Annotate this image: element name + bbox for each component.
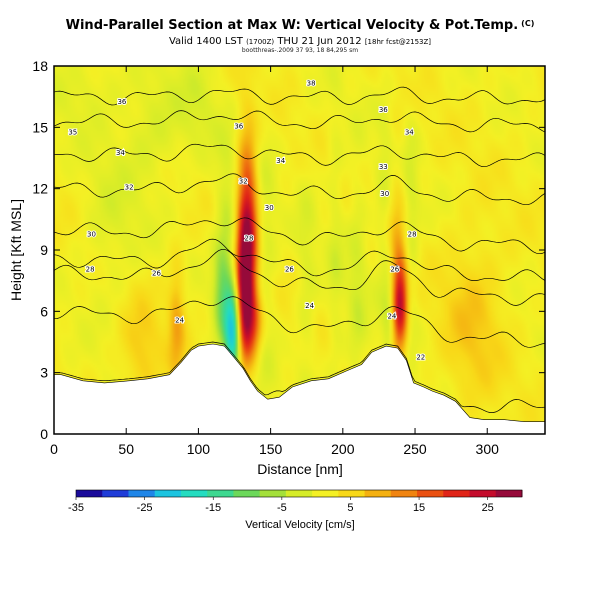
y-tick-label: 3 bbox=[40, 365, 48, 381]
terrain-mask bbox=[54, 343, 545, 434]
pot-temp-contour-28 bbox=[54, 238, 545, 281]
y-tick-label: 15 bbox=[32, 119, 48, 135]
contour-label: 34 bbox=[405, 128, 414, 136]
contour-label: 34 bbox=[116, 149, 125, 157]
colorbar-tick-label: -25 bbox=[137, 502, 153, 514]
small-print: bootthreas-.2009 37 93, 18 84,295 sm bbox=[241, 47, 359, 54]
colorbar-label: Vertical Velocity [cm/s] bbox=[245, 519, 354, 531]
valid-time-line: Valid 1400 LST (1700Z) THU 21 Jun 2012 [… bbox=[0, 36, 600, 47]
colorbar-swatch bbox=[469, 490, 497, 497]
contour-label: 28 bbox=[408, 231, 417, 239]
contour-label: 30 bbox=[87, 231, 96, 239]
contour-label: 26 bbox=[390, 265, 399, 273]
colorbar-swatch bbox=[76, 490, 103, 497]
pot-temp-contour-30 bbox=[54, 217, 545, 255]
colorbar-swatch bbox=[312, 490, 339, 497]
y-tick-label: 0 bbox=[40, 426, 48, 442]
colorbar-frame bbox=[75, 489, 523, 498]
pot-temp-contour-36 bbox=[54, 110, 545, 133]
pot-temp-contour-22 bbox=[54, 341, 545, 413]
contour-label: 28 bbox=[86, 265, 95, 273]
y-tick-label: 9 bbox=[40, 242, 48, 258]
colorbar-swatch bbox=[233, 490, 261, 497]
contour-label: 22 bbox=[416, 353, 425, 361]
colorbar-swatch bbox=[364, 490, 392, 497]
x-axis: 0 50 100 150 200 250 300 bbox=[50, 66, 499, 457]
valid-date: THU 21 Jun 2012 bbox=[277, 36, 362, 47]
colorbar-tick-label: -5 bbox=[277, 502, 287, 514]
contour-label: 30 bbox=[265, 204, 274, 212]
x-tick-label: 200 bbox=[331, 441, 355, 457]
y-tick-label: 12 bbox=[32, 181, 48, 197]
contour-label: 24 bbox=[387, 312, 396, 320]
potential-temperature-contours bbox=[54, 86, 545, 413]
contour-label: 26 bbox=[285, 265, 294, 273]
contour-label: 24 bbox=[175, 317, 184, 325]
colorbar-swatch bbox=[128, 490, 156, 497]
y-tick-label: 6 bbox=[40, 303, 48, 319]
x-tick-label: 100 bbox=[187, 441, 211, 457]
colorbar-swatch bbox=[102, 490, 129, 497]
chart-title-text: Wind-Parallel Section at Max W: Vertical… bbox=[65, 18, 519, 33]
pot-temp-contour-38 bbox=[54, 86, 545, 106]
x-tick-label: 50 bbox=[118, 441, 134, 457]
colorbar-swatch bbox=[180, 490, 208, 497]
forecast-info: [18hr fcst@2153Z] bbox=[364, 38, 432, 46]
chart-title: Wind-Parallel Section at Max W: Vertical… bbox=[0, 18, 600, 33]
contour-label: 24 bbox=[305, 302, 314, 310]
contour-label: 26 bbox=[152, 270, 161, 278]
colorbar-tick-label: -15 bbox=[205, 502, 221, 514]
y-tick-label: 18 bbox=[32, 58, 48, 74]
x-tick-label: 300 bbox=[476, 441, 500, 457]
x-axis-label: Distance [nm] bbox=[257, 461, 343, 477]
colorbar-swatch bbox=[338, 490, 366, 497]
valid-time: Valid 1400 LST bbox=[168, 36, 243, 47]
contour-label: 36 bbox=[117, 98, 126, 106]
contour-label: 36 bbox=[234, 122, 243, 130]
colorbar-tick-label: 15 bbox=[413, 502, 425, 514]
colorbar-swatch bbox=[154, 490, 182, 497]
contour-label: 32 bbox=[239, 178, 248, 186]
colorbar-swatch bbox=[259, 490, 287, 497]
colorbar-swatch bbox=[285, 490, 313, 497]
contour-label: 35 bbox=[68, 128, 77, 136]
valid-time-utc: (1700Z) bbox=[246, 38, 275, 46]
vertical-velocity-field bbox=[54, 66, 545, 434]
x-tick-label: 150 bbox=[259, 441, 283, 457]
x-tick-label: 0 bbox=[50, 441, 58, 457]
colorbar-tick-label: 5 bbox=[347, 502, 353, 514]
colorbar-tick-label: 25 bbox=[482, 502, 494, 514]
colorbar-swatch bbox=[390, 490, 418, 497]
colorbar-swatch bbox=[495, 490, 523, 497]
contour-label: 30 bbox=[380, 190, 389, 198]
y-axis-label: Height [Kft MSL] bbox=[8, 199, 24, 301]
colorbar-tick-label: -35 bbox=[68, 502, 84, 514]
contour-label: 38 bbox=[307, 79, 316, 87]
copyright-mark: (C) bbox=[521, 19, 535, 28]
colorbar: -35 -25 -15 -5 5 15 25 bbox=[68, 489, 523, 514]
pot-temp-contour-24 bbox=[54, 296, 545, 348]
contour-label: 36 bbox=[379, 106, 388, 114]
contour-labels: 38 36 36 36 35 34 34 34 33 32 32 30 30 30 28 28 28 26 26 26… bbox=[67, 78, 426, 362]
colorbar-swatch bbox=[443, 490, 471, 497]
contour-label: 34 bbox=[276, 157, 285, 165]
x-tick-label: 250 bbox=[403, 441, 427, 457]
colorbar-swatch bbox=[207, 490, 234, 497]
contour-label: 32 bbox=[125, 184, 134, 192]
pot-temp-contour-34 bbox=[54, 143, 545, 168]
contour-label: 28 bbox=[245, 235, 254, 243]
pot-temp-contour-32 bbox=[54, 173, 545, 206]
contour-label: 33 bbox=[379, 163, 388, 171]
colorbar-swatch bbox=[417, 490, 444, 497]
pot-temp-contour-26 bbox=[54, 248, 545, 306]
